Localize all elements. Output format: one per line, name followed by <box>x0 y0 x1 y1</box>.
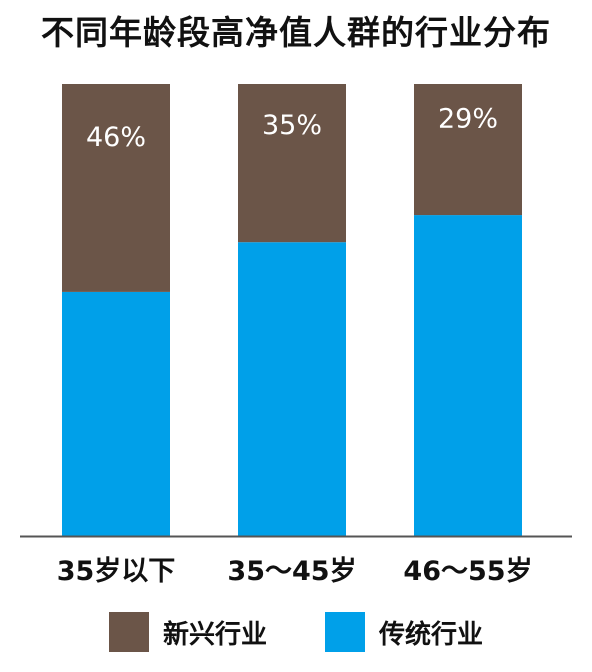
legend-swatch-traditional <box>325 612 365 652</box>
x-tick-label-3: 46～55岁 <box>403 556 532 587</box>
legend-label-emerging: 新兴行业 <box>162 619 267 650</box>
legend: 新兴行业 传统行业 <box>0 612 592 652</box>
bar-emerging-2 <box>238 84 346 243</box>
legend-swatch-emerging <box>108 612 149 652</box>
data-label-3: 29% <box>438 103 498 134</box>
x-tick-label-2: 35～45岁 <box>227 556 356 587</box>
chart-title: 不同年龄段高净值人群的行业分布 <box>41 13 551 52</box>
legend-label-traditional: 传统行业 <box>379 619 484 650</box>
bar-traditional-2 <box>238 242 346 536</box>
data-label-1: 46% <box>86 122 146 153</box>
x-tick-label-1: 35岁以下 <box>57 556 176 587</box>
legend-item-traditional: 传统行业 <box>325 612 483 652</box>
bar-emerging-1 <box>62 84 170 292</box>
legend-item-emerging: 新兴行业 <box>108 612 267 652</box>
bar-traditional-1 <box>62 291 170 536</box>
bar-traditional-3 <box>414 215 522 536</box>
bar-emerging-3 <box>414 84 522 216</box>
data-label-2: 35% <box>262 110 322 141</box>
